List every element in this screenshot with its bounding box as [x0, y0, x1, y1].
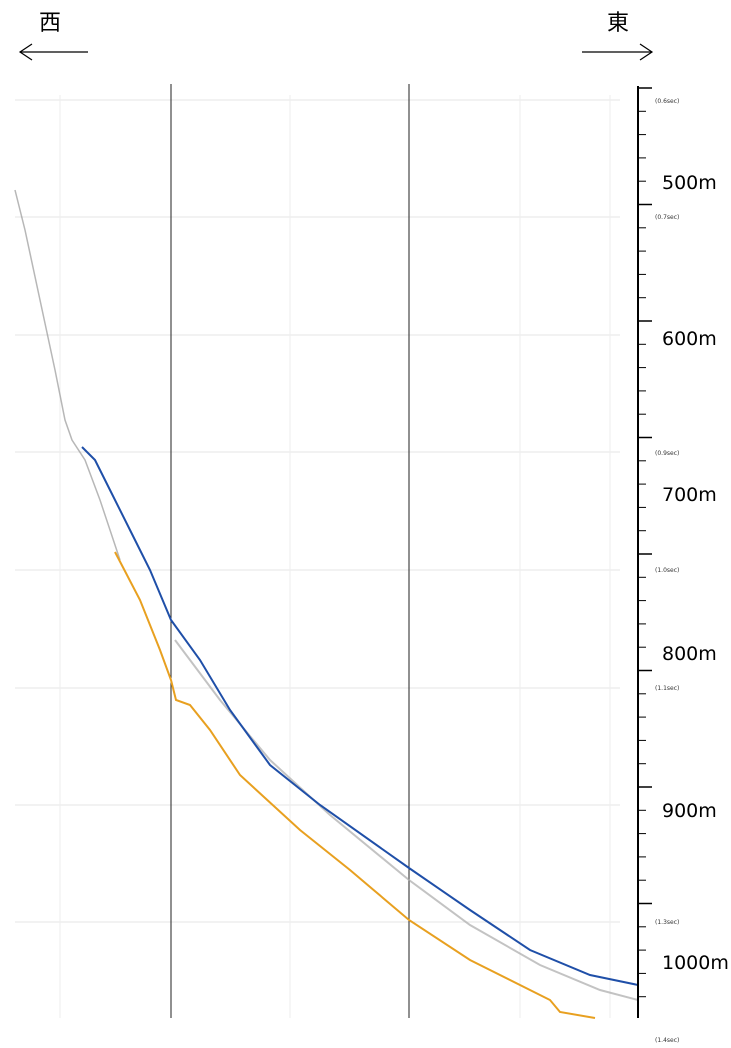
depth-label: 700m [662, 484, 717, 506]
west-arrow-head [18, 43, 33, 61]
blue-horizon [81, 446, 639, 986]
east-label: 東 [607, 11, 629, 36]
time-label: (1.0sec) [655, 567, 679, 574]
depth-label: 500m [662, 172, 717, 194]
axis-labels: 500m 600m 700m 800m 900m 1000m (0.6sec) (0.7sec… [655, 98, 729, 1044]
time-label: (0.7sec) [655, 214, 679, 221]
east-arrow-head [639, 43, 654, 61]
depth-label: 1000m [662, 952, 729, 974]
axis-ticks [638, 87, 652, 998]
orange-horizon [114, 551, 596, 1019]
time-label: (1.4sec) [655, 1037, 679, 1044]
time-label: (0.9sec) [655, 450, 679, 457]
time-label: (1.1sec) [655, 685, 679, 692]
time-label: (1.3sec) [655, 919, 679, 926]
west-label: 西 [39, 11, 61, 36]
grid [15, 95, 620, 1018]
seafloor-reflection [14, 189, 121, 561]
depth-label: 900m [662, 800, 717, 822]
depth-label: 600m [662, 328, 717, 350]
time-label: (0.6sec) [655, 98, 679, 105]
depth-label: 800m [662, 643, 717, 665]
